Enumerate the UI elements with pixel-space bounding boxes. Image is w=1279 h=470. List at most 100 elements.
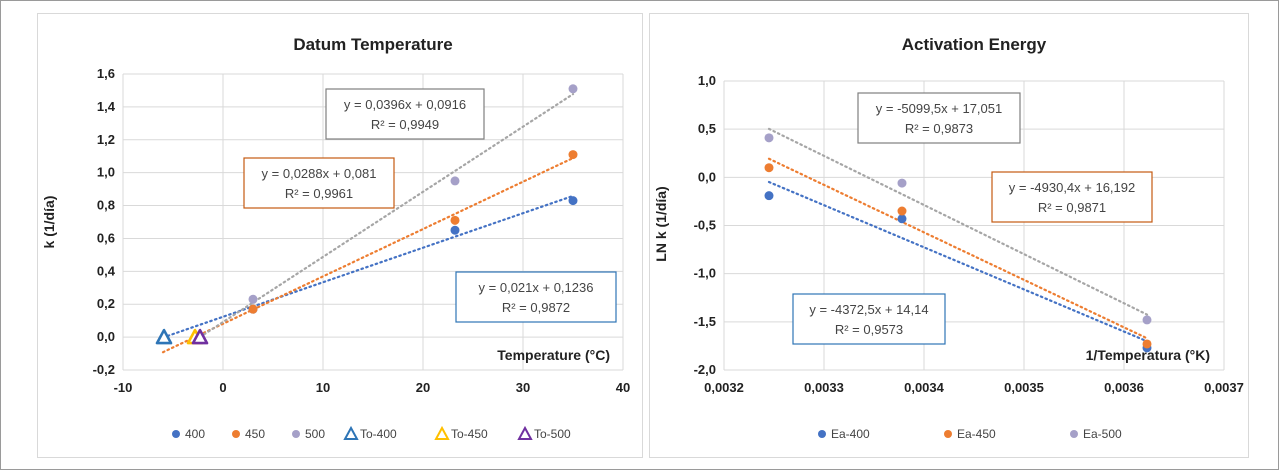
activation-energy-chart: Activation Energy -2,0 -1,5 -1,0 -0,5 0,0 0,5 1… bbox=[653, 35, 1244, 441]
trendline-ea-400 bbox=[767, 180, 1149, 343]
x-tick-label: 0,0033 bbox=[804, 380, 844, 395]
x-tick-label: 0,0034 bbox=[904, 380, 945, 395]
x-tick-label: 0,0037 bbox=[1204, 380, 1244, 395]
legend-label-500: 500 bbox=[305, 427, 325, 441]
trendline-450 bbox=[161, 156, 575, 354]
trendline-equation-box-ea-400 bbox=[792, 293, 946, 345]
legend-marker-to-400 bbox=[343, 425, 359, 440]
data-point-ea-450 bbox=[764, 163, 774, 173]
datum-temperature-chart-panel: Datum Temperature -0,2 0,0 0,2 0,4 0,6 0,8 1,0 1… bbox=[37, 13, 643, 458]
data-point-ea-400 bbox=[764, 191, 774, 201]
x-tick-label: 0,0032 bbox=[704, 380, 744, 395]
legend-marker-ea-450 bbox=[944, 430, 952, 438]
trendline-r2-400: R² = 0,9872 bbox=[502, 300, 570, 315]
data-point-ea-500 bbox=[1142, 315, 1152, 325]
data-point-ea-500 bbox=[764, 133, 774, 143]
datum-temperature-chart: Datum Temperature -0,2 0,0 0,2 0,4 0,6 0,8 1,0 1… bbox=[41, 35, 630, 441]
data-point-to-500 bbox=[191, 328, 209, 345]
y-tick-label: 0,2 bbox=[97, 296, 115, 311]
legend-marker-to-450 bbox=[434, 425, 450, 440]
legend-label-to-400: To-400 bbox=[360, 427, 397, 441]
legend-label-ea-500: Ea-500 bbox=[1083, 427, 1122, 441]
trendline-equation-ea-450: y = -4930,4x + 16,192 bbox=[1009, 180, 1135, 195]
trendline-equation-400: y = 0,021x + 0,1236 bbox=[479, 280, 594, 295]
legend-marker-ea-400 bbox=[818, 430, 826, 438]
chart-title: Datum Temperature bbox=[293, 35, 452, 54]
y-tick-label: 0,0 bbox=[97, 329, 115, 344]
y-tick-label: 0,6 bbox=[97, 230, 115, 245]
data-point-400 bbox=[568, 196, 578, 206]
legend-marker-ea-500 bbox=[1070, 430, 1078, 438]
x-tick-label: 40 bbox=[616, 380, 630, 395]
x-tick-label: 30 bbox=[516, 380, 530, 395]
trendline-equation-box-ea-450 bbox=[991, 171, 1153, 223]
trendline-equation-box-400 bbox=[455, 271, 617, 323]
y-tick-label: -1,0 bbox=[694, 266, 716, 281]
legend-label-450: 450 bbox=[245, 427, 265, 441]
y-tick-label: -1,5 bbox=[694, 314, 716, 329]
y-tick-label: 1,6 bbox=[97, 66, 115, 81]
legend-marker-450 bbox=[232, 430, 240, 438]
y-tick-label: -0,5 bbox=[694, 218, 716, 233]
trendline-r2-ea-500: R² = 0,9873 bbox=[905, 121, 973, 136]
trendline-r2-ea-400: R² = 0,9573 bbox=[835, 322, 903, 337]
y-axis-label: k (1/día) bbox=[41, 196, 57, 249]
legend-label-to-500: To-500 bbox=[534, 427, 571, 441]
legend-label-to-450: To-450 bbox=[451, 427, 488, 441]
x-tick-label: 0 bbox=[219, 380, 226, 395]
trendline-equation-500: y = 0,0396x + 0,0916 bbox=[344, 97, 466, 112]
trendline-ea-500 bbox=[767, 127, 1149, 316]
x-axis-label: Temperature (°C) bbox=[497, 347, 610, 363]
x-tick-label: 10 bbox=[316, 380, 330, 395]
x-axis-label: 1/Temperatura (°K) bbox=[1086, 347, 1210, 363]
data-point-450 bbox=[568, 150, 578, 160]
data-point-500 bbox=[248, 294, 258, 304]
legend-label-ea-450: Ea-450 bbox=[957, 427, 996, 441]
y-tick-label: 1,2 bbox=[97, 132, 115, 147]
data-point-ea-450 bbox=[1142, 339, 1152, 349]
legend-marker-400 bbox=[172, 430, 180, 438]
y-tick-label: 0,8 bbox=[97, 198, 115, 213]
y-tick-label: 1,0 bbox=[97, 165, 115, 180]
trendline-400 bbox=[161, 194, 575, 339]
y-tick-label: 0,4 bbox=[97, 263, 116, 278]
x-tick-label: 0,0035 bbox=[1004, 380, 1044, 395]
y-tick-label: -0,2 bbox=[93, 362, 115, 377]
trendline-r2-ea-450: R² = 0,9871 bbox=[1038, 200, 1106, 215]
legend-label-ea-400: Ea-400 bbox=[831, 427, 870, 441]
y-tick-label: 0,5 bbox=[698, 121, 716, 136]
legend-marker-500 bbox=[292, 430, 300, 438]
data-point-ea-400 bbox=[897, 214, 907, 224]
trendline-r2-500: R² = 0,9949 bbox=[371, 117, 439, 132]
trendline-equation-450: y = 0,0288x + 0,081 bbox=[262, 166, 377, 181]
x-tick-label: 20 bbox=[416, 380, 430, 395]
data-point-500 bbox=[450, 176, 460, 186]
trendline-equation-box-ea-500 bbox=[857, 92, 1021, 144]
data-point-500 bbox=[568, 84, 578, 94]
y-tick-label: -2,0 bbox=[694, 362, 716, 377]
data-point-450 bbox=[248, 304, 258, 314]
trendline-500 bbox=[198, 93, 575, 339]
trendline-equation-box-450 bbox=[243, 157, 395, 209]
y-tick-label: 0,0 bbox=[698, 169, 716, 184]
y-axis-label: LN k (1/día) bbox=[653, 186, 669, 261]
data-point-ea-450 bbox=[897, 206, 907, 216]
trendline-equation-ea-400: y = -4372,5x + 14,14 bbox=[809, 302, 928, 317]
trendline-equation-box-500 bbox=[325, 88, 485, 140]
activation-energy-chart-panel: Activation Energy -2,0 -1,5 -1,0 -0,5 0,0 0,5 1… bbox=[649, 13, 1249, 458]
chart-title: Activation Energy bbox=[902, 35, 1047, 54]
legend-marker-to-500 bbox=[517, 425, 533, 440]
data-point-400 bbox=[450, 225, 460, 235]
x-tick-label: -10 bbox=[114, 380, 133, 395]
trendline-ea-450 bbox=[767, 157, 1149, 340]
trendline-r2-450: R² = 0,9961 bbox=[285, 186, 353, 201]
y-tick-label: 1,4 bbox=[97, 99, 116, 114]
y-tick-label: 1,0 bbox=[698, 73, 716, 88]
legend-label-400: 400 bbox=[185, 427, 205, 441]
data-point-ea-500 bbox=[897, 178, 907, 188]
trendline-equation-ea-500: y = -5099,5x + 17,051 bbox=[876, 101, 1002, 116]
data-point-to-400 bbox=[155, 328, 173, 345]
x-tick-label: 0,0036 bbox=[1104, 380, 1144, 395]
data-point-450 bbox=[450, 215, 460, 225]
